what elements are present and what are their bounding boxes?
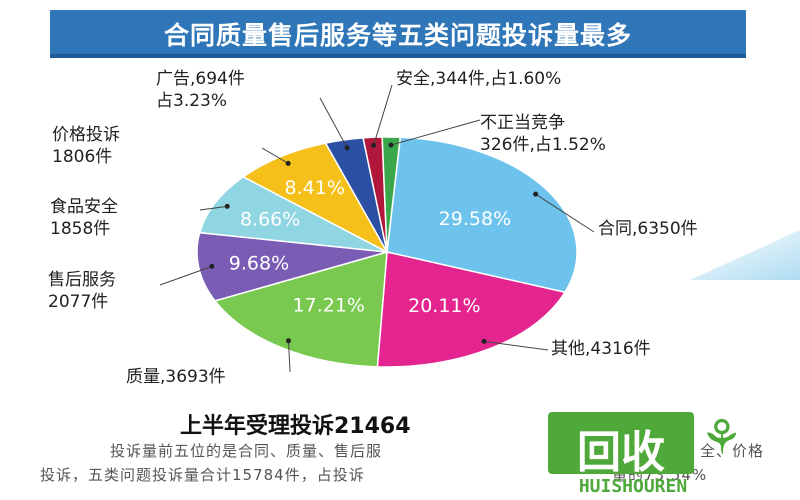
label-after-sales: 售后服务 2077件 (48, 270, 116, 312)
watermark-sub: HUISHOUREN (578, 476, 688, 497)
watermark-logo: 回收 (548, 412, 694, 478)
leader-line (261, 147, 289, 164)
pie-slice-1 (376, 251, 567, 368)
leader-dot (209, 263, 215, 269)
leader-dot (388, 142, 394, 148)
label-quality: 质量,3693件 (126, 367, 226, 387)
label-safety: 安全,344件,占1.60% (396, 69, 562, 89)
subtitle: 上半年受理投诉21464 (180, 414, 411, 439)
leader-line (288, 340, 291, 373)
pie-slice-0 (386, 136, 578, 294)
leader-dot (224, 203, 230, 209)
inner-percent-label: 17.21% (293, 295, 365, 317)
label-unfair: 不正当竞争 326件,占1.52% (480, 113, 606, 155)
leader-line (319, 97, 348, 149)
inner-percent-label: 20.11% (408, 295, 480, 317)
leader-dot (371, 142, 377, 148)
leader-dot (481, 338, 487, 344)
label-advert: 广告,694件 占3.23% (156, 69, 245, 111)
leaf-icon: ⚘ (700, 410, 744, 466)
pie-slice-2 (213, 250, 388, 368)
watermark-text: 回收 (577, 427, 665, 478)
leader-line (483, 340, 549, 351)
leader-line (373, 84, 393, 146)
leader-line (159, 265, 213, 286)
label-price: 价格投诉 1806件 (52, 125, 120, 167)
inner-percent-label: 8.41% (285, 177, 345, 199)
pie-slice-5 (241, 142, 389, 254)
leader-dot (286, 338, 292, 344)
chart-title: 合同质量售后服务等五类问题投诉量最多 (163, 21, 632, 50)
leader-dot (285, 160, 291, 166)
pie-slice-4 (198, 175, 388, 253)
leader-line (199, 205, 228, 211)
leader-dot (533, 191, 539, 197)
inner-percent-label: 9.68% (229, 253, 289, 275)
inner-percent-label: 29.58% (439, 208, 511, 230)
leader-line (535, 193, 595, 233)
label-food-safety: 食品安全 1858件 (50, 197, 118, 239)
note-line-2: 投诉，五类问题投诉量合计15784件，占投诉 (40, 466, 365, 484)
label-contract: 合同,6350件 (598, 219, 698, 239)
label-other: 其他,4316件 (551, 339, 651, 359)
inner-percent-label: 8.66% (240, 209, 300, 231)
note-tail-1: 全、价格 (700, 442, 765, 460)
leader-dot (344, 145, 350, 151)
note-line-1: 投诉量前五位的是合同、质量、售后服 (110, 442, 383, 460)
leader-line (390, 119, 481, 146)
pie-slice-8 (381, 136, 402, 253)
title-banner: 合同质量售后服务等五类问题投诉量最多 (50, 10, 746, 58)
pie-slice-3 (196, 231, 388, 302)
